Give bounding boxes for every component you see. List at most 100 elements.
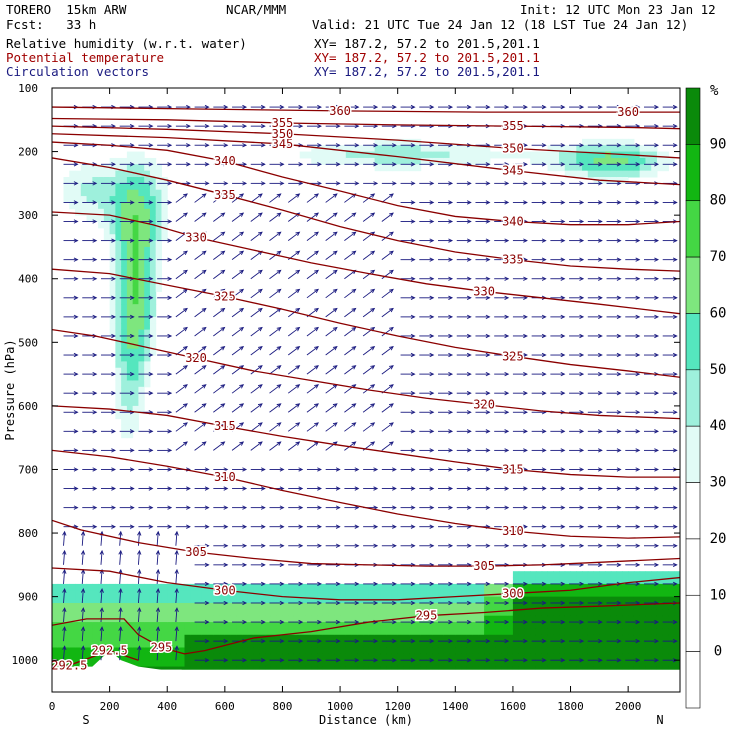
theta-label: 325 [214, 290, 236, 304]
field-xy-theta: XY= 187.2, 57.2 to 201.5,201.1 [314, 50, 540, 65]
init-time: Init: 12 UTC Mon 23 Jan 12 [520, 2, 716, 17]
theta-label: 292.5 [92, 644, 128, 658]
theta-340-line [52, 141, 680, 226]
theta-label: 310 [214, 470, 236, 484]
theta-295-line [52, 602, 680, 655]
x-end-label: N [656, 713, 663, 727]
x-start-label: S [82, 713, 89, 727]
theta-label: 320 [185, 351, 207, 365]
theta-label: 340 [502, 215, 524, 229]
colorbar-swatch [685, 425, 701, 483]
y-tick-label: 100 [18, 82, 38, 95]
colorbar-swatch [685, 313, 701, 371]
y-tick-label: 400 [18, 273, 38, 286]
theta-label: 360 [617, 105, 639, 119]
colorbar-swatch [685, 144, 701, 202]
theta-335-line [52, 157, 680, 272]
x-tick-label: 1000 [327, 700, 354, 713]
theta-label: 355 [272, 116, 294, 130]
colorbar-label: 90 [710, 136, 727, 152]
theta-345-line [52, 133, 680, 186]
x-tick-label: 2000 [615, 700, 642, 713]
colorbar-swatch [685, 594, 701, 652]
theta-330-line [52, 211, 680, 315]
theta-label: 350 [272, 127, 294, 141]
theta-label: 335 [502, 253, 524, 267]
theta-label: 300 [214, 583, 236, 597]
axes: 0 200 400 600 800 1000 1200 1400 1600 1800 2000 100… [12, 82, 680, 713]
theta-label: 330 [185, 230, 207, 244]
colorbar-label: 50 [710, 362, 727, 378]
theta-label: 345 [272, 137, 294, 151]
x-axis-label: Distance (km) [319, 713, 413, 727]
colorbar-label: 70 [710, 249, 727, 265]
field-name-vectors: Circulation vectors [6, 64, 149, 79]
x-tick-label: 200 [100, 700, 120, 713]
theta-320-line [52, 328, 680, 420]
theta-300-line [52, 567, 680, 601]
colorbar-unit: % [710, 83, 719, 99]
theta-label: 315 [214, 419, 236, 433]
colorbar-label: 80 [710, 193, 727, 209]
theta-label: 320 [473, 398, 495, 412]
field-name-rh: Relative humidity (w.r.t. water) [6, 36, 247, 51]
theta-label: 305 [473, 559, 495, 573]
y-tick-label: 800 [18, 527, 38, 540]
theta-label: 310 [502, 524, 524, 538]
x-tick-label: 1400 [442, 700, 469, 713]
theta-labels: 292.5 292.5 295 295 300 300 305 305 310 310 315 315… [50, 102, 641, 673]
x-tick-label: 800 [273, 700, 293, 713]
theta-label: 315 [502, 462, 524, 476]
center-name: NCAR/MMM [226, 2, 287, 17]
y-tick-label: 700 [18, 463, 38, 476]
colorbar-swatch [685, 538, 701, 596]
field-xy-rh: XY= 187.2, 57.2 to 201.5,201.1 [314, 36, 540, 51]
x-tick-label: 1200 [384, 700, 411, 713]
theta-label: 340 [214, 154, 236, 168]
theta-label: 355 [502, 119, 524, 133]
colorbar-label: 20 [710, 531, 727, 547]
y-tick-label: 200 [18, 146, 38, 159]
theta-label: 305 [185, 545, 207, 559]
theta-label: 300 [502, 586, 524, 600]
theta-label: 292.5 [51, 658, 87, 672]
y-tick-label: 900 [18, 591, 38, 604]
theta-355-line [52, 117, 680, 130]
colorbar-label: 30 [710, 475, 727, 491]
theta-label: 335 [214, 188, 236, 202]
y-tick-label: 300 [18, 209, 38, 222]
theta-360-line [52, 106, 680, 113]
theta-label: 345 [502, 164, 524, 178]
x-tick-label: 600 [215, 700, 235, 713]
theta-label: 330 [473, 284, 495, 298]
theta-label: 360 [329, 104, 351, 118]
y-tick-label: 600 [18, 400, 38, 413]
theta-310-line [52, 449, 680, 539]
plot-frame [51, 87, 681, 693]
theta-315-line [52, 405, 680, 478]
circulation-vectors [62, 104, 678, 663]
field-name-theta: Potential temperature [6, 50, 165, 65]
colorbar-label: 10 [710, 587, 727, 603]
x-tick-label: 0 [49, 700, 56, 713]
x-tick-label: 1800 [557, 700, 584, 713]
theta-350-line [52, 125, 680, 159]
theta-label: 325 [502, 349, 524, 363]
x-tick-label: 400 [157, 700, 177, 713]
theta-label: 295 [416, 609, 438, 623]
theta-isentropes [52, 106, 680, 666]
colorbar-swatch [685, 482, 701, 540]
theta-292.5-line [52, 649, 139, 666]
field-xy-vectors: XY= 187.2, 57.2 to 201.5,201.1 [314, 64, 540, 79]
colorbar-swatch [685, 651, 701, 709]
theta-325-line [52, 268, 680, 378]
colorbar-swatch [685, 87, 701, 145]
rh-colorbar: 0 10 20 30 40 50 60 70 80 90 [685, 87, 727, 709]
colorbar-swatch [685, 200, 701, 258]
theta-label: 350 [502, 141, 524, 155]
colorbar-label: 60 [710, 305, 727, 321]
colorbar-label: 40 [710, 418, 727, 434]
model-name: TORERO 15km ARW [6, 2, 127, 17]
forecast-hour: Fcst: 33 h [6, 17, 97, 32]
